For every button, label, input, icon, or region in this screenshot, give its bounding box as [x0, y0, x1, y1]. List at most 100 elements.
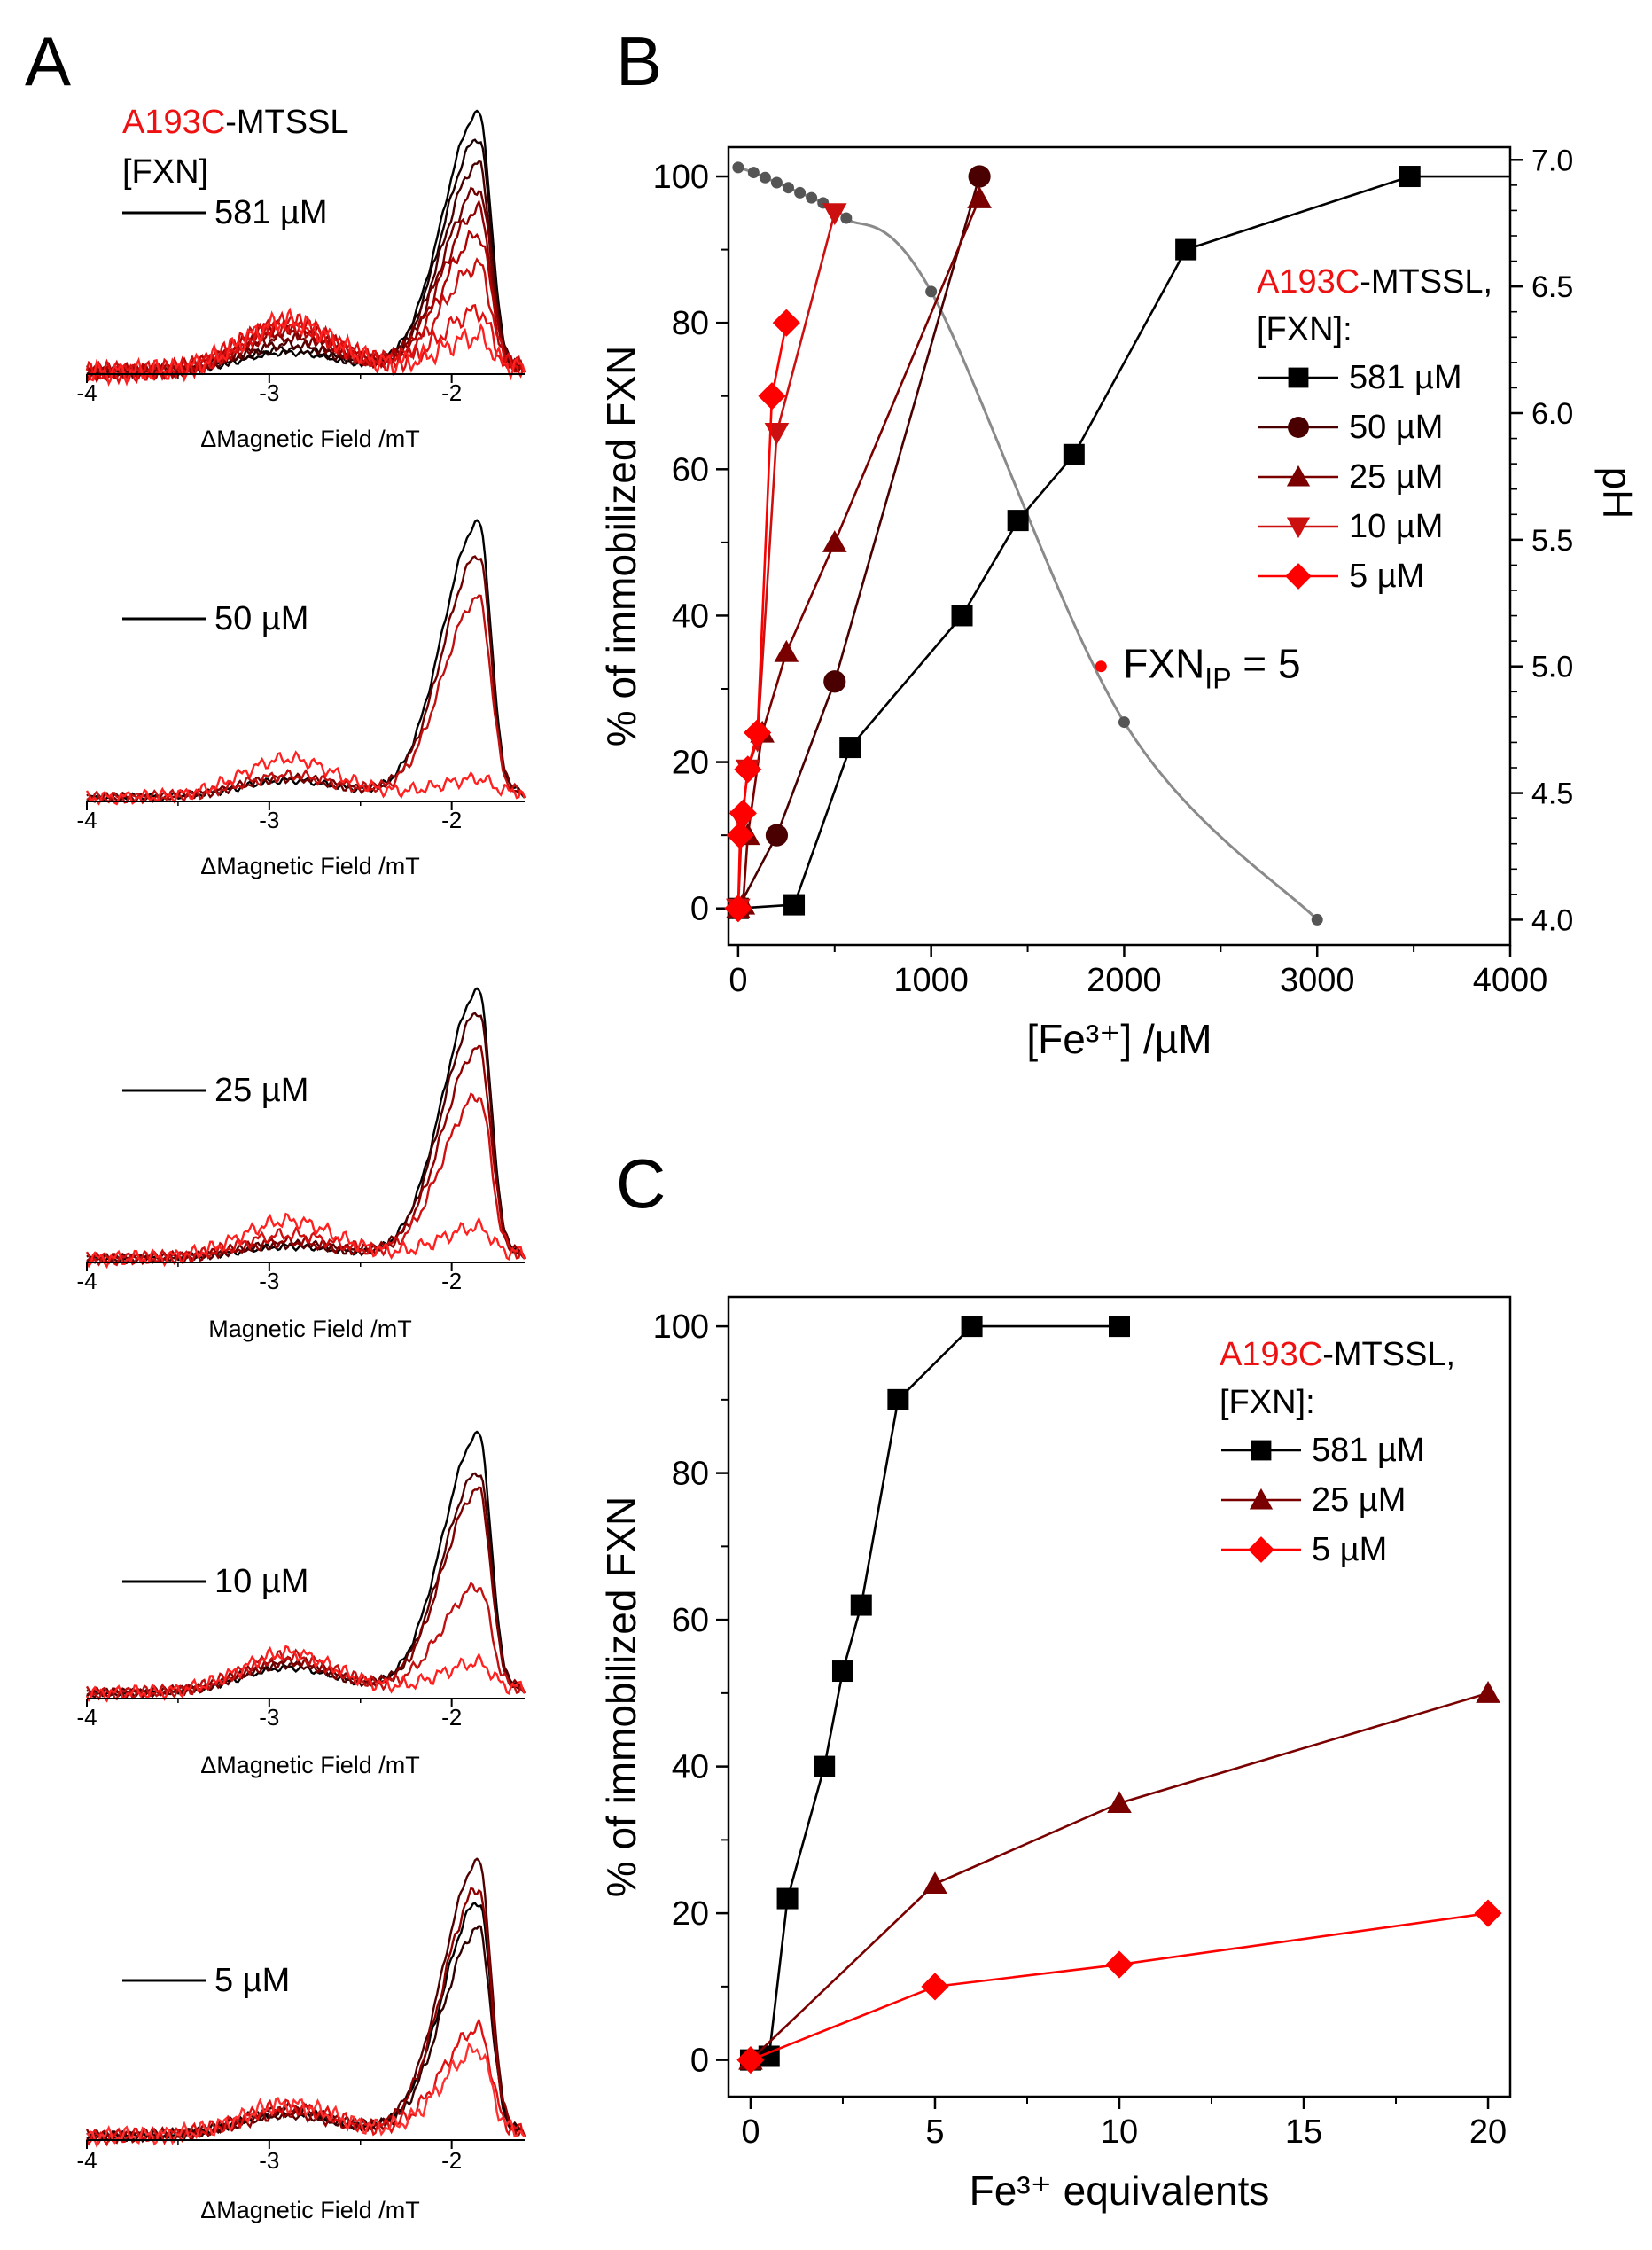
y-tick-label: 20 [672, 745, 709, 782]
epr-spectrum-1: 50 µM -4 -3 -2 ΔMagnetic Field /mT [76, 519, 526, 879]
data-point [758, 382, 786, 410]
y2-tick-label: 5.5 [1531, 524, 1573, 558]
epr-trace [86, 230, 526, 384]
data-point [839, 737, 861, 759]
series-25M [738, 1681, 1500, 2070]
epr-trace [85, 1645, 526, 1703]
plot-frame [727, 145, 1512, 947]
ph-point [925, 285, 938, 298]
data-point [951, 605, 973, 627]
legend-title-mutant: A193C [1220, 1336, 1322, 1373]
data-point [822, 530, 847, 552]
y2-tick-label: 7.0 [1531, 144, 1573, 177]
legend-marker [1251, 1440, 1272, 1461]
data-point [1109, 1316, 1130, 1338]
epr-x-tick-label: -2 [441, 807, 462, 833]
epr-x-tick-label: -2 [441, 1704, 462, 1730]
y2-tick-label: 6.5 [1531, 270, 1573, 304]
epr-legend-fxn: [FXN] [122, 153, 208, 191]
legend-label: 50 µM [1349, 409, 1443, 446]
data-point [961, 1316, 983, 1338]
epr-x-axis-label: ΔMagnetic Field /mT [200, 426, 420, 452]
epr-x-tick-label: -4 [76, 2147, 97, 2174]
epr-trace [86, 1012, 526, 1264]
epr-x-tick-label: -4 [76, 379, 97, 406]
ph-curve [732, 161, 1323, 926]
y-tick-label: 20 [672, 1895, 709, 1933]
panel-label-c: C [616, 1145, 666, 1223]
ph-point [759, 171, 771, 184]
annotation-main: FXN [1123, 641, 1204, 687]
epr-x-tick-label: -3 [259, 807, 279, 833]
ph-point [1311, 913, 1323, 926]
x-tick-label: 15 [1285, 2113, 1322, 2151]
legend-label: 581 µM [1349, 359, 1462, 396]
epr-x-tick-label: -3 [259, 379, 279, 406]
y-tick-label: 80 [672, 1456, 709, 1493]
epr-x-axis-label: Magnetic Field /mT [208, 1316, 412, 1342]
epr-x-tick-label: -4 [76, 1704, 97, 1730]
epr-x-tick-label: -3 [259, 1704, 279, 1730]
epr-conc-label: 25 µM [214, 1072, 308, 1109]
epr-x-tick-label: -2 [441, 379, 462, 406]
legend-title-mutant: A193C [1257, 263, 1360, 301]
ph-point [732, 161, 744, 174]
y-axis-label: % of immobilized FXN [598, 1496, 644, 1897]
data-point [967, 185, 992, 208]
epr-spectra-panel: A193C-MTSSL [FXN] 581 µM -4 -3 -2 ΔMagnetic … [76, 104, 526, 2223]
epr-trace [86, 519, 526, 802]
x-tick-label: 10 [1101, 2113, 1138, 2151]
data-point [724, 895, 752, 923]
data-point [814, 1755, 836, 1777]
y-tick-label: 40 [672, 1749, 709, 1786]
legend-title-label: -MTSSL, [1322, 1336, 1455, 1373]
x-tick-label: 0 [729, 962, 747, 999]
x-tick-label: 20 [1469, 2113, 1507, 2151]
legend-label: 5 µM [1312, 1531, 1387, 1568]
epr-x-axis-label: ΔMagnetic Field /mT [200, 2197, 420, 2223]
epr-trace [85, 1092, 526, 1267]
epr-conc-label: 581 µM [214, 194, 328, 231]
epr-trace [86, 307, 526, 387]
legend-title-label: -MTSSL, [1360, 263, 1492, 301]
legend-marker [1249, 1488, 1274, 1510]
epr-trace [86, 594, 526, 805]
epr-spectrum-0: 581 µM -4 -3 -2 ΔMagnetic Field /mT [76, 109, 526, 452]
ph-curve-line [737, 166, 1319, 921]
x-tick-label: 2000 [1087, 962, 1162, 999]
legend-marker [1288, 367, 1309, 388]
x-axis-label: [Fe³⁺] /µM [1026, 1016, 1212, 1062]
x-tick-label: 3000 [1280, 962, 1355, 999]
data-point [764, 422, 790, 445]
data-point [774, 639, 799, 662]
data-point [1105, 1950, 1134, 1979]
data-point [923, 1871, 947, 1895]
epr-x-axis-label: ΔMagnetic Field /mT [200, 853, 420, 879]
ph-point [1118, 716, 1130, 729]
data-point [776, 1887, 799, 1910]
epr-legend-mutant: A193C [122, 104, 225, 141]
legend-marker [1248, 1536, 1274, 1563]
y-tick-label: 0 [690, 2043, 709, 2080]
ph-point [747, 167, 760, 179]
epr-conc-label: 5 µM [214, 1962, 290, 1999]
series-5M [724, 309, 800, 923]
data-point [1399, 166, 1421, 188]
data-point [1474, 1899, 1502, 1927]
ph-point [794, 186, 807, 199]
data-point [1007, 510, 1029, 532]
y2-axis-label: pH [1594, 467, 1640, 520]
epr-spectrum-4: 5 µM -4 -3 -2 ΔMagnetic Field /mT [76, 1857, 526, 2223]
legend-marker [1285, 563, 1312, 590]
ph-point [840, 212, 853, 224]
epr-trace [85, 750, 526, 806]
epr-conc-label: 10 µM [214, 1563, 308, 1600]
epr-x-tick-label: -4 [76, 807, 97, 833]
data-point [1063, 443, 1085, 465]
data-point [765, 824, 789, 847]
epr-legend-label: -MTSSL [225, 104, 348, 141]
epr-trace [85, 1581, 526, 1701]
chart-b: 0 1000 2000 3000 4000 0 20 40 60 80 100 [Fe³⁺] /µM%… [598, 144, 1640, 1062]
x-axis-label: Fe³⁺ equivalents [970, 2168, 1270, 2214]
